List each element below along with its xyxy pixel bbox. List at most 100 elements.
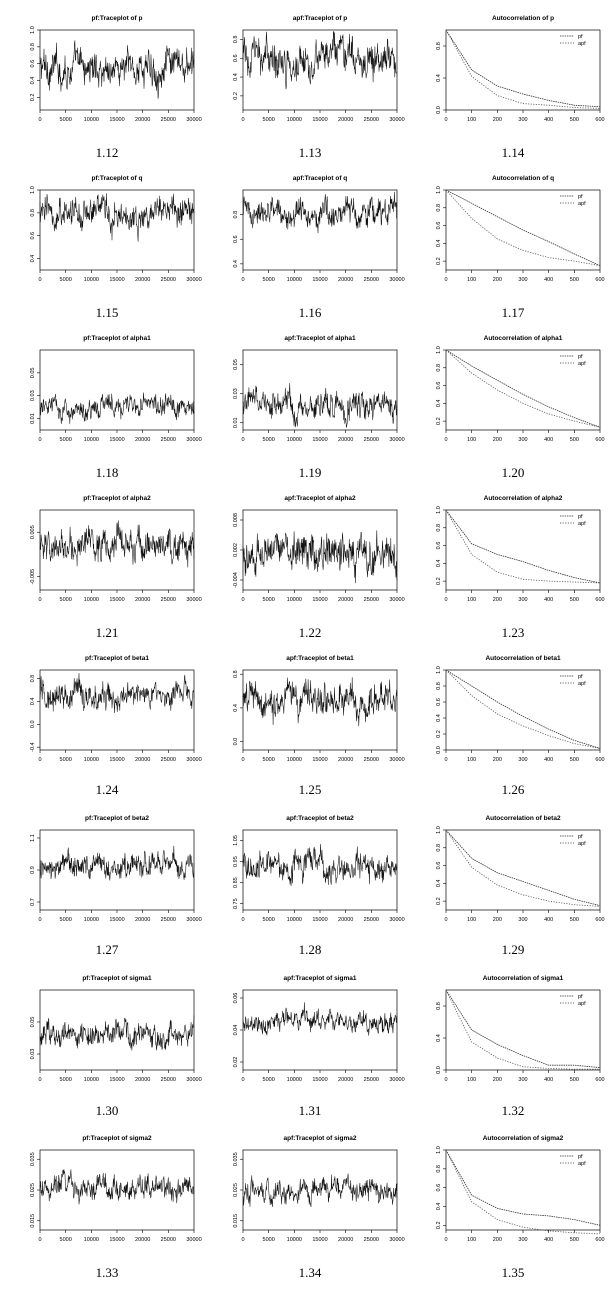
x-tick-label: 25000: [364, 437, 379, 443]
x-tick-label: 400: [544, 1077, 553, 1083]
x-tick-label: 20000: [338, 757, 353, 763]
x-tick-label: 600: [595, 757, 604, 763]
x-tick-label: 5000: [60, 117, 72, 123]
acf-line-pf: [445, 829, 601, 906]
x-tick-label: 25000: [161, 1237, 176, 1243]
trace-line: [39, 520, 195, 568]
x-tick-label: 20000: [135, 597, 150, 603]
x-tick-label: 600: [595, 117, 604, 123]
chart-panel: apf:Traceplot of q 0 5000 10000 15000 20000 25…: [215, 170, 405, 300]
chart-title: Autocorrelation of alpha2: [484, 495, 563, 502]
x-tick-label: 10000: [84, 1077, 99, 1083]
chart-panel: Autocorrelation of sigma2 0 100 200 300 400 50…: [418, 1130, 608, 1260]
legend-label: apf: [578, 1161, 586, 1167]
x-tick-label: 200: [493, 917, 502, 923]
x-tick-label: 5000: [263, 597, 275, 603]
x-tick-label: 20000: [338, 597, 353, 603]
y-tick-label: 0.6: [30, 232, 36, 240]
plot-frame: [445, 29, 601, 111]
x-tick-label: 500: [570, 597, 579, 603]
legend-label: pf: [578, 354, 583, 360]
legend-label: apf: [578, 681, 586, 687]
x-tick-label: 15000: [312, 757, 327, 763]
y-tick-label: 0.85: [233, 877, 239, 888]
y-tick-label: 0.05: [30, 1017, 36, 1028]
x-tick-label: 100: [467, 1237, 476, 1243]
chart-panel: Autocorrelation of beta1 0 100 200 300 400 500…: [418, 650, 608, 780]
y-tick-label: 0.2: [436, 577, 442, 585]
x-tick-label: 5000: [263, 917, 275, 923]
x-tick-label: 300: [518, 437, 527, 443]
x-tick-label: 0: [241, 277, 244, 283]
chart-title: Autocorrelation of q: [492, 175, 554, 182]
chart-panel: pf:Traceplot of sigma1 0 5000 10000 15000 200…: [12, 970, 202, 1100]
chart-panel: pf:Traceplot of sigma2 0 5000 10000 15000 200…: [12, 1130, 202, 1260]
chart-svg: apf:Traceplot of beta2 0 5000 10000 15000 200…: [233, 815, 405, 923]
x-tick-label: 600: [595, 1077, 604, 1083]
chart-panel: apf:Traceplot of beta1 0 5000 10000 15000 200…: [215, 650, 405, 780]
x-tick-label: 10000: [84, 437, 99, 443]
x-tick-label: 5000: [60, 437, 72, 443]
figure-number: 1.12: [95, 145, 119, 160]
plot-frame: [242, 989, 398, 1071]
legend-label: pf: [578, 34, 583, 40]
y-tick-label: 0.4: [233, 73, 239, 81]
y-tick-label: 0.9: [30, 866, 36, 874]
x-tick-label: 10000: [84, 277, 99, 283]
trace-line: [39, 673, 195, 714]
chart-panel: Autocorrelation of beta2 0 100 200 300 400 500…: [418, 810, 608, 940]
chart-title: pf:Traceplot of alpha1: [83, 335, 151, 342]
y-tick-label: 0.8: [436, 364, 442, 372]
acf-line-pf: [445, 669, 601, 749]
x-tick-label: 600: [595, 277, 604, 283]
chart-panel: pf:Traceplot of p 0 5000 10000 15000 20000 250…: [12, 10, 202, 140]
x-tick-label: 15000: [312, 597, 327, 603]
y-tick-label: 1.1: [30, 834, 36, 842]
y-tick-label: 0.6: [233, 235, 239, 243]
x-tick-label: 100: [467, 437, 476, 443]
y-tick-label: 1.0: [436, 506, 442, 514]
x-tick-label: 500: [570, 437, 579, 443]
y-tick-label: 0.03: [30, 1049, 36, 1060]
chart-panel: apf:Traceplot of beta2 0 5000 10000 15000 200…: [215, 810, 405, 940]
x-tick-label: 5000: [60, 277, 72, 283]
y-tick-label: 0.8: [436, 844, 442, 852]
y-tick-label: 0.035: [233, 1152, 239, 1166]
y-tick-label: 0.01: [233, 417, 239, 428]
x-tick-label: 20000: [135, 1237, 150, 1243]
trace-line: [39, 1169, 195, 1205]
y-tick-label: 0.4: [436, 714, 442, 722]
trace-line: [39, 392, 195, 424]
y-tick-label: 0.6: [436, 698, 442, 706]
chart-title: apf:Traceplot of alpha1: [284, 335, 356, 342]
x-tick-label: 200: [493, 117, 502, 123]
x-tick-label: 5000: [60, 1237, 72, 1243]
figure-number: 1.28: [298, 942, 322, 957]
x-tick-label: 15000: [109, 757, 124, 763]
trace-line: [242, 843, 398, 886]
trace-line: [39, 193, 195, 242]
x-tick-label: 500: [570, 117, 579, 123]
acf-line-apf: [445, 829, 601, 907]
x-tick-label: 15000: [312, 117, 327, 123]
chart-title: pf:Traceplot of sigma2: [82, 1135, 152, 1142]
chart-title: pf:Traceplot of sigma1: [82, 975, 152, 982]
x-tick-label: 100: [467, 597, 476, 603]
x-tick-label: 30000: [186, 1237, 201, 1243]
chart-svg: pf:Traceplot of alpha2 0 5000 10000 15000 200…: [30, 495, 202, 603]
legend-label: apf: [578, 521, 586, 527]
y-tick-label: 1.0: [30, 26, 36, 34]
plot-frame: [242, 349, 398, 431]
x-tick-label: 10000: [287, 277, 302, 283]
x-tick-label: 5000: [60, 757, 72, 763]
trace-line: [242, 677, 398, 727]
chart-svg: Autocorrelation of q 0 100 200 300 400 500 600 0…: [436, 175, 605, 283]
x-tick-label: 5000: [263, 757, 275, 763]
x-tick-label: 0: [444, 437, 447, 443]
y-tick-label: 1.0: [436, 1146, 442, 1154]
x-tick-label: 25000: [364, 917, 379, 923]
figure-number: 1.26: [501, 782, 525, 797]
chart-svg: apf:Traceplot of q 0 5000 10000 15000 20000 25…: [233, 175, 405, 283]
y-tick-label: 0.8: [436, 42, 442, 50]
y-tick-label: 0.2: [436, 417, 442, 425]
